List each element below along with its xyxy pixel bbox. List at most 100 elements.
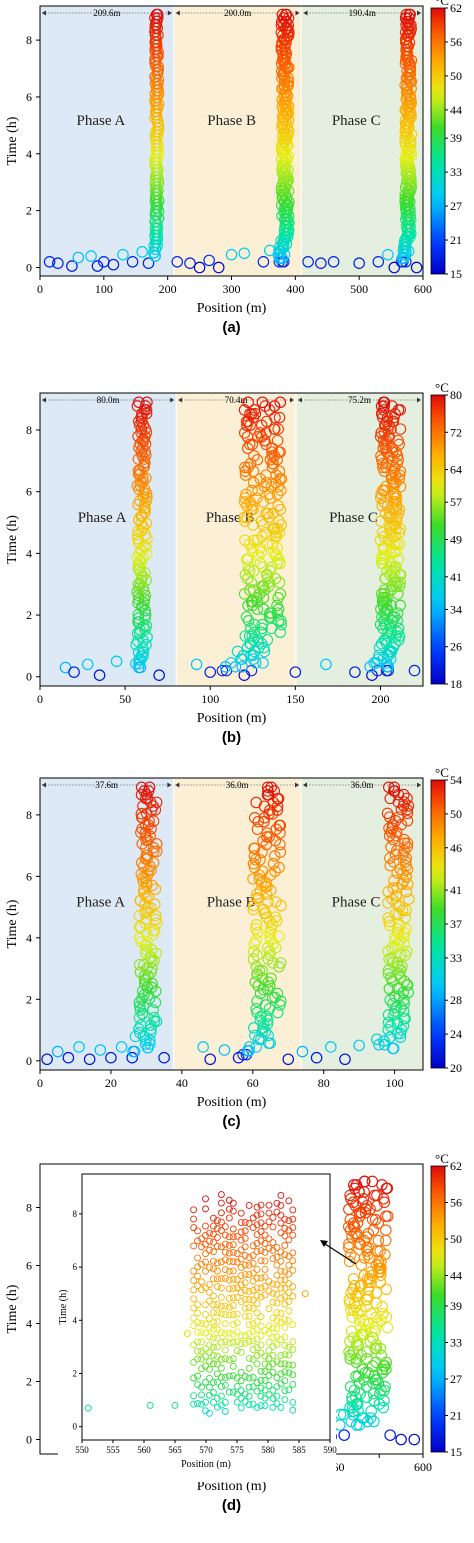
- inset-x-tick-label: 590: [323, 1445, 337, 1455]
- inset-point: [84, 1404, 92, 1412]
- inset-point: [245, 1383, 253, 1391]
- x-tick-label: 80: [318, 1076, 330, 1090]
- data-point: [250, 961, 263, 973]
- inset-point: [237, 1228, 245, 1236]
- colorbar-tick-label: 15: [450, 267, 462, 281]
- inset-point: [202, 1301, 209, 1309]
- data-point: [133, 616, 145, 628]
- x-tick-label: 150: [286, 692, 304, 706]
- data-point: [247, 953, 260, 965]
- inset-point: [273, 1400, 281, 1408]
- data-point: [139, 506, 151, 518]
- colorbar-tick-label: 80: [450, 388, 462, 402]
- x-tick-label: 200: [371, 692, 389, 706]
- inset-point: [229, 1199, 237, 1207]
- data-point: [141, 853, 153, 865]
- colorbar-tick-label: 24: [450, 1027, 462, 1041]
- inset-point: [229, 1275, 237, 1283]
- data-point: [257, 657, 269, 669]
- inset-point: [190, 1286, 198, 1294]
- inset-point: [190, 1304, 198, 1312]
- colorbar-tick-label: 54: [450, 773, 462, 787]
- data-point: [139, 906, 151, 918]
- data-point: [400, 12, 412, 24]
- arrow-head: [303, 10, 308, 16]
- data-point: [376, 526, 389, 539]
- x-tick-label: 100: [386, 1076, 404, 1090]
- data-point: [355, 1349, 368, 1362]
- inset-point: [261, 1291, 269, 1299]
- data-point: [184, 257, 196, 270]
- y-tick-label: 0: [26, 1433, 32, 1447]
- inset-point: [285, 1270, 293, 1278]
- data-point: [274, 473, 286, 485]
- data-point: [384, 1429, 396, 1441]
- data-point: [256, 618, 268, 631]
- inset-point: [269, 1280, 277, 1288]
- inset-point: [190, 1215, 198, 1223]
- inset-point: [202, 1345, 209, 1353]
- data-point: [383, 781, 395, 793]
- data-point: [347, 1304, 360, 1316]
- inset-point: [281, 1323, 289, 1331]
- data-point: [204, 1053, 217, 1066]
- data-point: [254, 557, 267, 569]
- inset-point: [237, 1272, 245, 1280]
- inset-point: [277, 1211, 285, 1219]
- inset-point: [221, 1311, 229, 1319]
- data-point: [246, 484, 258, 497]
- colorbar-tick-label: 56: [450, 1196, 462, 1210]
- panel-label: (c): [222, 1113, 240, 1130]
- data-point: [394, 576, 406, 589]
- data-point: [140, 540, 152, 552]
- inset-point: [206, 1333, 213, 1341]
- data-point: [139, 529, 152, 541]
- data-point: [140, 913, 152, 926]
- inset-point: [257, 1376, 265, 1384]
- inset-point: [277, 1284, 285, 1292]
- data-point: [243, 1041, 256, 1053]
- data-point: [398, 844, 410, 857]
- data-point: [126, 255, 139, 268]
- data-point: [144, 1026, 157, 1039]
- y-tick-label: 4: [26, 147, 32, 161]
- data-point: [387, 572, 400, 585]
- phase-label: Phase B: [207, 894, 256, 910]
- width-label: 190.4m: [349, 8, 376, 18]
- data-point: [134, 623, 146, 636]
- inset-point: [253, 1379, 261, 1387]
- inset-point: [237, 1332, 245, 1340]
- data-point: [394, 465, 407, 478]
- inset-point: [225, 1388, 233, 1396]
- inset-point: [285, 1197, 293, 1205]
- data-point: [190, 658, 203, 671]
- data-point: [390, 897, 402, 909]
- colorbar-tick-label: 41: [450, 570, 462, 584]
- inset-point: [190, 1314, 198, 1322]
- inset-point: [198, 1328, 205, 1336]
- data-point: [358, 1314, 370, 1327]
- inset-x-tick-label: 575: [230, 1445, 244, 1455]
- inset-point: [281, 1242, 289, 1249]
- inset-point: [261, 1282, 269, 1290]
- inset-point: [269, 1324, 277, 1332]
- inset-point: [245, 1312, 253, 1320]
- inset-point: [273, 1271, 281, 1279]
- data-point: [133, 1011, 146, 1024]
- data-point: [151, 845, 163, 858]
- data-point: [393, 900, 406, 913]
- data-point: [384, 545, 397, 558]
- inset-point: [206, 1246, 213, 1254]
- data-point: [244, 584, 256, 596]
- colorbar-unit: °C: [435, 765, 449, 780]
- data-point: [260, 1010, 273, 1023]
- inset-point: [213, 1394, 221, 1402]
- data-point: [371, 1318, 383, 1330]
- data-point: [273, 411, 286, 424]
- data-point: [394, 949, 407, 961]
- inset-point: [241, 1251, 249, 1259]
- inset-point: [209, 1389, 217, 1396]
- data-point: [238, 247, 251, 260]
- data-point: [369, 1325, 381, 1337]
- inset-point: [198, 1400, 205, 1408]
